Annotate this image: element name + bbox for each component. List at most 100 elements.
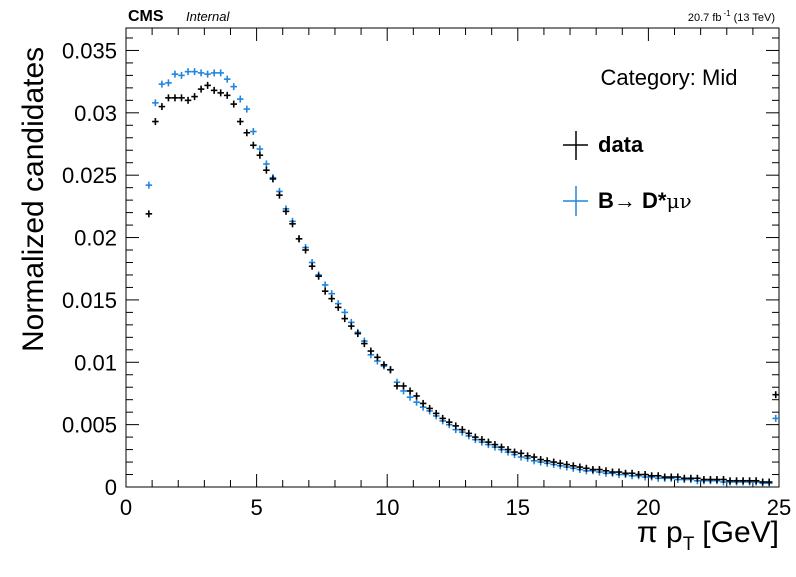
data-point	[472, 433, 479, 441]
x-axis-title-sub: T	[683, 534, 695, 555]
x-axis-title-unit: [GeV]	[702, 516, 779, 549]
data-point	[641, 471, 649, 479]
data-point	[746, 477, 753, 485]
mc-point	[243, 105, 251, 113]
data-point	[393, 382, 401, 390]
data-point	[413, 392, 420, 400]
data-point	[361, 340, 368, 348]
data-point	[387, 366, 394, 374]
data-point	[667, 473, 675, 481]
axis-ticks	[125, 28, 780, 488]
data-point	[184, 96, 192, 104]
x-tick-label: 10	[375, 495, 399, 520]
data-point	[204, 81, 211, 89]
data-point	[589, 466, 597, 474]
data-point	[654, 472, 662, 480]
mc-point	[250, 128, 257, 136]
data-point	[498, 443, 505, 451]
data-point	[217, 89, 224, 97]
data-point	[615, 468, 623, 476]
data-point	[315, 272, 322, 280]
data-point	[152, 118, 159, 126]
plot-frame	[125, 27, 780, 488]
data-point	[511, 448, 518, 456]
data-point	[145, 210, 153, 218]
data-point	[752, 477, 760, 485]
data-point	[700, 476, 708, 484]
data-point	[445, 418, 453, 426]
data-point	[237, 118, 244, 126]
x-tick-label: 20	[636, 495, 660, 520]
cms-label: CMS	[128, 8, 164, 25]
legend: data B→ D*μν	[563, 131, 692, 216]
data-point	[243, 129, 251, 137]
lumi-energy: (13 TeV)	[734, 12, 775, 24]
data-point	[733, 477, 740, 485]
mc-point	[191, 68, 198, 76]
data-point	[720, 476, 727, 484]
x-tick-label: 15	[506, 495, 530, 520]
data-point	[687, 474, 695, 482]
data-point	[459, 426, 466, 434]
legend-label-mc: B→ D*μν	[598, 188, 692, 213]
data-point	[197, 85, 205, 93]
legend-label-mc-greek: μν	[666, 189, 691, 213]
mc-point	[178, 71, 185, 79]
mc-point	[184, 68, 192, 76]
legend-label-mc-main: B→ D*	[598, 188, 667, 213]
mc-point	[152, 99, 159, 107]
data-point	[674, 473, 682, 481]
data-point	[321, 287, 329, 295]
mc-point	[223, 75, 231, 83]
data-point	[432, 409, 440, 417]
data-point	[563, 461, 571, 469]
data-point	[524, 452, 531, 460]
internal-label: Internal	[186, 9, 230, 24]
x-tick-label: 0	[120, 495, 132, 520]
legend-marker-mc	[563, 186, 588, 216]
data-point	[550, 458, 557, 466]
data-point	[543, 457, 551, 465]
data-point	[223, 91, 231, 99]
data-point	[707, 476, 714, 484]
mc-point	[237, 95, 244, 103]
data-point	[765, 478, 773, 486]
data-point	[726, 477, 734, 485]
data-point	[328, 295, 335, 303]
y-tick-label: 0.025	[62, 163, 117, 188]
y-tick-label: 0	[105, 475, 117, 500]
data-point	[759, 478, 766, 486]
data-point	[439, 414, 446, 422]
mc-point	[406, 393, 414, 401]
data-point	[576, 463, 584, 471]
x-tick-label: 5	[250, 495, 262, 520]
mc-point	[158, 80, 166, 88]
series-data	[145, 81, 779, 486]
axis-tick-labels: 0 5 10 15 20 25 0 0.005 0.01 0.015 0.02 0.025 0.03 0.…	[62, 38, 791, 520]
data-point	[367, 347, 375, 355]
data-point	[694, 474, 701, 482]
legend-label-data: data	[598, 132, 644, 157]
data-point	[602, 467, 610, 475]
data-point	[530, 453, 538, 461]
mc-point	[341, 308, 349, 316]
data-point	[341, 315, 349, 323]
data-point	[178, 94, 185, 102]
data-point	[596, 466, 603, 474]
lumi-value: 20.7 fb	[688, 12, 722, 24]
mc-point	[321, 281, 329, 289]
data-point	[289, 220, 296, 228]
data-point	[230, 100, 238, 108]
mc-point	[171, 70, 179, 78]
data-point	[308, 262, 316, 270]
category-label: Category: Mid	[601, 65, 738, 90]
mc-point	[165, 79, 172, 87]
data-point	[661, 473, 668, 481]
y-tick-label: 0.035	[62, 38, 117, 63]
mc-point	[256, 145, 264, 153]
data-point	[419, 399, 427, 407]
data-point	[465, 429, 473, 437]
data-point	[400, 382, 407, 390]
data-point	[250, 141, 257, 149]
mc-point	[145, 181, 153, 189]
